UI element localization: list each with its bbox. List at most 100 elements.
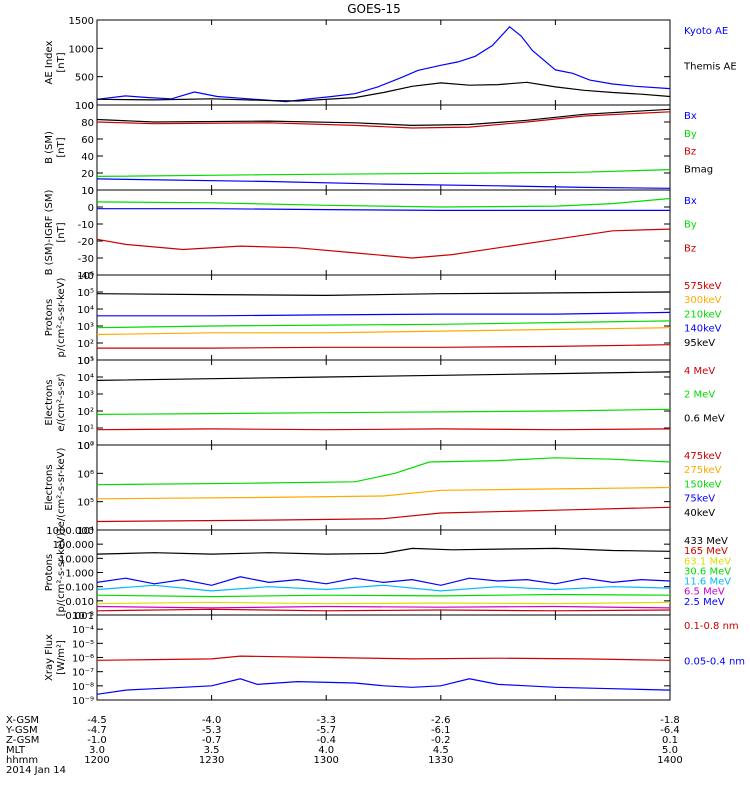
x-axis-row-value: 1200 [84, 755, 109, 766]
y-tick: 500 [75, 73, 670, 84]
y-axis-label: B (SM)-IGRF (SM) [44, 190, 55, 276]
plot-title: GOES-15 [347, 2, 401, 16]
x-axis-row-value: 4.0 [318, 745, 334, 756]
x-axis-row-value: -2.6 [431, 715, 451, 726]
y-tick: 10⁰ [77, 441, 670, 452]
y-tick-label: 0.001 [65, 611, 94, 622]
y-tick: 10⁴ [77, 526, 670, 537]
y-axis-label: AE Index [44, 40, 55, 84]
legend-entry: 275keV [684, 465, 722, 476]
y-tick-label: 10⁻⁸ [72, 682, 94, 693]
series-line-bmag [97, 108, 670, 127]
y-tick-label: 80 [81, 118, 94, 129]
x-axis-row-value: 4.5 [433, 745, 449, 756]
y-tick: 1.000 [65, 569, 670, 580]
series-line-by [97, 197, 670, 208]
y-axis-label: B (SM) [44, 131, 55, 164]
x-axis-row-value: -0.7 [202, 735, 222, 746]
legend-entry: By [684, 220, 697, 231]
x-axis-table: X-GSM -4.5 -4.0 -3.3 -2.6 -1.8 Y-GSM -4.7 -5.3 -5… [5, 715, 683, 776]
panel-7: 0.001 0.010 0.100 1.000 10.000 100.000 1000.00… [44, 526, 731, 622]
legend-entry: Bz [684, 243, 696, 254]
series-line-bx [97, 208, 670, 211]
plot-date: 2014 Jan 14 [6, 765, 66, 776]
series-line-475kev [97, 506, 670, 523]
legend-entry: Bx [684, 196, 697, 207]
y-tick: 10⁻⁶ [72, 654, 670, 665]
y-tick: -10 [78, 220, 670, 231]
y-tick-label: 100.000 [53, 540, 94, 551]
x-axis-row-value: 3.5 [204, 745, 220, 756]
x-axis-row-label: X-GSM [6, 715, 39, 726]
y-tick: -20 [78, 237, 670, 248]
y-tick: 60 [81, 135, 670, 146]
y-axis-label: [nT] [56, 52, 67, 72]
y-tick-label: 1000.000 [46, 526, 94, 537]
y-axis-label: Xray Flux [44, 634, 55, 681]
panel-8: 10⁻⁹ 10⁻⁸ 10⁻⁷ 10⁻⁶ 10⁻⁵ 10⁻⁴ 10⁻³ Xray Flux [W/… [44, 611, 745, 707]
y-tick: 0 [88, 203, 670, 214]
y-tick: 10⁻⁵ [72, 639, 670, 650]
legend-entry: 0.1-0.8 nm [684, 621, 739, 632]
legend-entry: 475keV [684, 451, 722, 462]
x-axis-row-value: 1230 [199, 755, 224, 766]
series-line-150kev [97, 457, 670, 486]
y-axis-label: e/(cm²-s-sr-keV) [56, 448, 67, 528]
y-tick-label: 10.000 [59, 554, 94, 565]
panel-frame [96, 104, 671, 191]
y-tick: -40 [78, 271, 670, 282]
y-tick-label: 10³ [77, 390, 94, 401]
y-tick-label: -30 [78, 254, 94, 265]
y-axis-label: Electrons [44, 379, 55, 425]
y-axis-label: e/(cm²-s-sr) [56, 373, 67, 431]
series-line-0-05-0-4-nm [97, 678, 670, 695]
y-tick-label: 10⁵ [77, 356, 94, 367]
y-tick-label: 10² [77, 339, 94, 350]
series-line-0-6-mev [97, 371, 670, 381]
legend-entry: 165 MeV [684, 546, 728, 557]
y-tick-label: 10⁻⁵ [72, 639, 94, 650]
x-axis-row-value: 3.0 [89, 745, 105, 756]
y-tick: 100 [75, 101, 670, 112]
y-tick: 10³ [77, 390, 670, 401]
y-tick-label: -10 [78, 220, 94, 231]
y-tick-label: 20 [81, 169, 94, 180]
y-tick: 10⁻³ [72, 611, 670, 622]
y-tick: 10² [77, 339, 670, 350]
legend-entry: 150keV [684, 479, 722, 490]
legend-entry: 95keV [684, 338, 715, 349]
x-axis-row-value: 0.1 [662, 735, 678, 746]
y-tick-label: 40 [81, 152, 94, 163]
y-tick-label: 10² [77, 407, 94, 418]
legend-entry: 0.6 MeV [684, 413, 725, 424]
y-tick: 10⁵ [77, 356, 670, 367]
y-tick-label: 10⁴ [77, 526, 94, 537]
x-axis-row-value: -1.8 [660, 715, 680, 726]
y-tick: 1000.000 [46, 526, 670, 537]
y-tick-label: 10¹ [77, 424, 94, 435]
y-tick: 10⁴ [77, 305, 670, 316]
legend-entry: Bz [684, 147, 696, 158]
y-tick-label: 10⁴ [77, 305, 94, 316]
y-axis-label: p/(cm²-s-sr-keV) [56, 277, 67, 357]
y-axis-label: Electrons [44, 464, 55, 510]
series-line-bz [97, 111, 670, 129]
y-tick: 10⁴ [77, 373, 670, 384]
legend-entry: Bx [684, 111, 697, 122]
x-axis-row-label: Y-GSM [5, 725, 38, 736]
series-line-2-5-mev [97, 576, 670, 586]
legend-entry: 6.5 MeV [684, 587, 725, 598]
x-axis-row-value: -6.4 [660, 725, 680, 736]
y-tick-label: 10⁶ [77, 271, 94, 282]
legend-entry: 300keV [684, 295, 722, 306]
legend-entry: 11.6 MeV [684, 577, 731, 588]
series-line-95kev [97, 291, 670, 297]
y-tick-label: 500 [75, 73, 94, 84]
y-tick-label: -20 [78, 237, 94, 248]
y-tick: 10⁻⁹ [72, 696, 670, 707]
panel-1: 0 500 1000 1500 AE Index [nT] Kyoto AE Themis A… [44, 16, 737, 112]
y-tick-label: -40 [78, 271, 94, 282]
series-line-30-6-mev [97, 593, 670, 598]
